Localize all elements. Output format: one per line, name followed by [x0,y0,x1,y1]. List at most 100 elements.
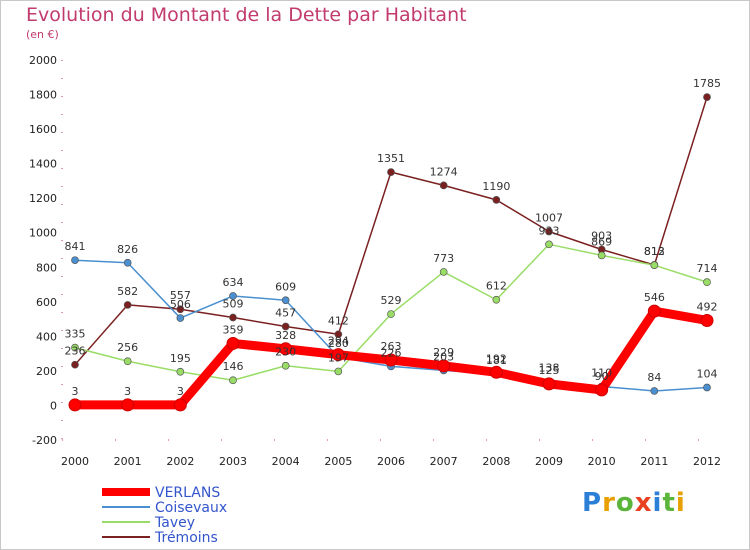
data-label: 125 [539,364,560,377]
data-point [121,398,135,412]
data-label: 1351 [377,152,405,165]
data-label: 181 [486,354,507,367]
y-tick-label: 2000 [29,54,57,67]
data-label: 492 [697,300,718,313]
data-point [279,342,293,356]
data-label: 1785 [693,77,721,90]
data-label: 192 [486,352,507,365]
data-point [123,258,132,267]
series-line-tremoins-ext [653,96,708,266]
data-point [71,256,79,265]
data-label: 546 [644,291,665,304]
data-point [439,268,448,276]
data-point [281,322,290,331]
data-label: 90 [595,370,609,383]
y-tick-label: 0 [50,399,57,412]
data-label: 634 [223,276,244,289]
legend-label: VERLANS [155,485,220,501]
data-label: 812 [644,245,665,258]
x-tick-label: 2001 [114,455,142,468]
data-label: 236 [65,345,86,358]
data-label: 529 [381,294,402,307]
data-label: 230 [275,346,296,359]
data-point [281,361,290,370]
data-label: 197 [328,351,349,364]
data-point [229,313,237,322]
data-label: 110 [591,366,612,379]
x-tick-label: 2002 [166,455,194,468]
y-tick-label: 200 [36,365,57,378]
data-point [68,398,82,412]
data-label: 826 [117,243,138,256]
data-point [229,376,237,385]
legend-label: Tavey [154,515,195,531]
data-point [595,383,609,397]
chart-title: Evolution du Montant de la Dette par Hab… [26,4,467,26]
data-point [71,360,79,369]
data-point [437,359,451,373]
data-label: 84 [647,371,661,384]
data-point [650,387,659,395]
data-point [176,305,185,314]
data-label: 1190 [482,180,510,193]
data-label: 509 [223,298,244,311]
data-label: 903 [591,229,612,242]
data-point [647,304,661,318]
y-tick-label: 1400 [29,158,57,171]
data-point [176,314,185,322]
data-point [331,348,345,362]
y-tick-label: -200 [32,434,57,447]
data-label: 294 [328,335,349,348]
x-tick-label: 2004 [272,455,300,468]
chart-subtitle: (en €) [26,28,59,41]
data-label: 582 [117,285,138,298]
data-label: 195 [170,352,191,365]
data-label: 3 [177,385,184,398]
data-label: 933 [539,224,560,237]
data-point [650,261,659,270]
y-tick-label: 1200 [29,192,57,205]
data-point [542,377,556,391]
y-tick-label: 1800 [29,89,57,102]
data-label: 263 [381,340,402,353]
x-tick-label: 2003 [219,455,247,468]
x-tick-label: 2012 [693,455,721,468]
data-label: 773 [433,252,454,265]
x-tick-label: 2009 [535,455,563,468]
x-tick-label: 2011 [640,455,668,468]
data-point [281,296,290,305]
data-label: 328 [275,329,296,342]
x-tick-label: 2007 [430,455,458,468]
data-label: 557 [170,289,191,302]
x-tick-label: 2006 [377,455,405,468]
data-label: 203 [433,350,454,363]
data-label: 104 [697,367,718,380]
data-label: 146 [223,360,244,373]
data-point [226,336,240,350]
data-label: 612 [486,280,507,293]
y-tick-label: 1600 [29,123,57,136]
data-label: 412 [328,314,349,327]
data-point [703,383,711,392]
legend-label: Coisevaux [155,500,227,516]
data-point [700,313,714,327]
data-label: 609 [275,280,296,293]
data-point [176,367,185,376]
data-label: 3 [124,385,131,398]
y-tick-label: 600 [36,296,57,309]
data-label: 506 [170,298,191,311]
data-point [387,310,395,318]
data-point [703,278,711,286]
x-tick-label: 2000 [61,455,89,468]
data-point [229,292,237,300]
data-label: 138 [539,362,560,375]
data-point [492,295,501,304]
data-point [71,343,79,352]
data-label: 714 [697,262,718,275]
data-label: 280 [328,337,349,350]
y-tick-label: 1000 [29,227,57,240]
data-label: 335 [65,328,86,341]
data-label: 1007 [535,212,563,225]
